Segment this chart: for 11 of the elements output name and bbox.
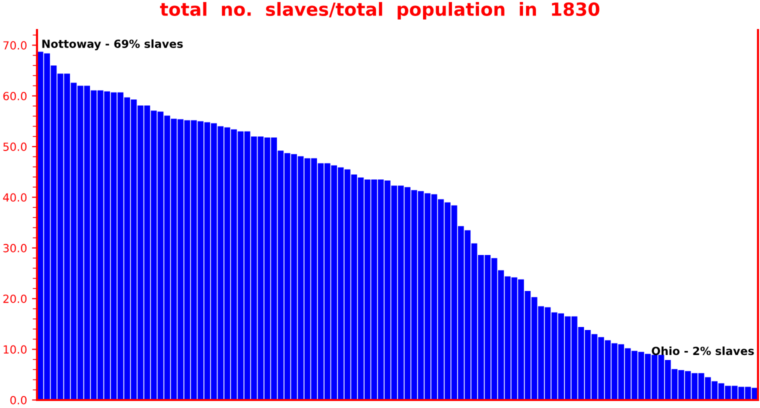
chart-title: total no. slaves/total population in 1830 <box>160 2 600 20</box>
y-tick-label: 20.0 <box>3 294 27 304</box>
annotation: Nottoway - 69% slaves <box>42 39 183 50</box>
y-tick-label: 70.0 <box>3 41 27 50</box>
y-tick-label: 10.0 <box>4 345 27 354</box>
annotation: Ohio - 2% slaves <box>652 346 754 356</box>
y-tick-label: 60.0 <box>3 92 27 100</box>
y-tick-label: 50.0 <box>3 142 27 151</box>
y-tick-label: 40.0 <box>3 193 27 202</box>
y-tick-label: 0.0 <box>10 396 27 404</box>
y-tick-label: 30.0 <box>3 244 27 252</box>
